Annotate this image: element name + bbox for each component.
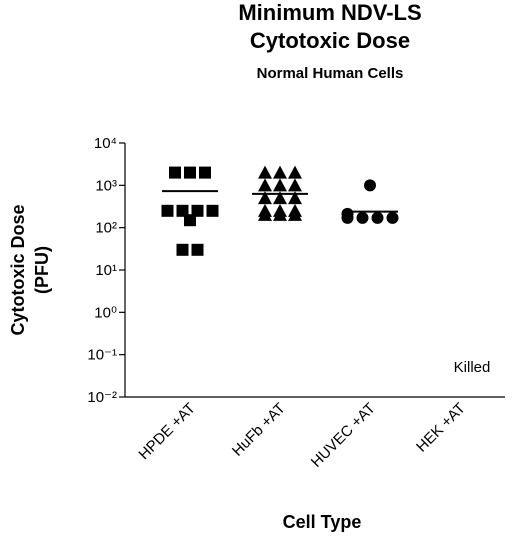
marker bbox=[386, 211, 399, 224]
marker bbox=[184, 166, 196, 179]
marker bbox=[273, 178, 287, 192]
y-tick-label: 10⁴ bbox=[94, 135, 117, 152]
marker bbox=[288, 207, 302, 221]
y-tick-label: 10³ bbox=[95, 177, 117, 194]
marker bbox=[341, 207, 354, 220]
marker bbox=[206, 204, 219, 217]
marker bbox=[161, 204, 174, 217]
marker bbox=[288, 191, 302, 205]
x-tick-label: HPDE +AT bbox=[135, 400, 198, 463]
y-axis-label: (PFU) bbox=[32, 246, 52, 294]
marker bbox=[273, 191, 287, 205]
marker bbox=[288, 165, 302, 179]
marker bbox=[258, 165, 272, 179]
chart-title: Minimum NDV-LS bbox=[238, 0, 421, 25]
marker bbox=[356, 211, 369, 224]
marker bbox=[258, 207, 272, 221]
y-tick-label: 10² bbox=[95, 220, 117, 237]
marker bbox=[169, 166, 181, 179]
marker bbox=[184, 214, 196, 227]
x-axis-label: Cell Type bbox=[283, 512, 362, 532]
y-tick-label: 10¹ bbox=[95, 262, 117, 279]
marker bbox=[273, 165, 287, 179]
annotation: Killed bbox=[454, 359, 491, 376]
y-axis-label: Cytotoxic Dose bbox=[8, 204, 28, 335]
chart-subtitle: Normal Human Cells bbox=[257, 65, 404, 82]
y-tick-label: 10⁻¹ bbox=[87, 347, 117, 364]
marker bbox=[371, 211, 384, 224]
y-tick-label: 10⁻² bbox=[87, 389, 117, 406]
marker bbox=[191, 243, 204, 256]
x-tick-label: HuFb +AT bbox=[229, 400, 289, 460]
x-tick-label: HUVEC +AT bbox=[308, 400, 379, 471]
x-tick-label: HEK +AT bbox=[413, 400, 469, 456]
marker bbox=[288, 178, 302, 192]
marker bbox=[258, 178, 272, 192]
chart-title: Cytotoxic Dose bbox=[250, 28, 410, 53]
marker bbox=[364, 179, 376, 192]
marker bbox=[258, 191, 272, 205]
marker bbox=[176, 204, 189, 217]
y-tick-label: 10⁰ bbox=[94, 304, 117, 321]
marker bbox=[191, 204, 204, 217]
marker bbox=[176, 243, 189, 256]
marker bbox=[199, 166, 211, 179]
marker bbox=[273, 207, 287, 221]
